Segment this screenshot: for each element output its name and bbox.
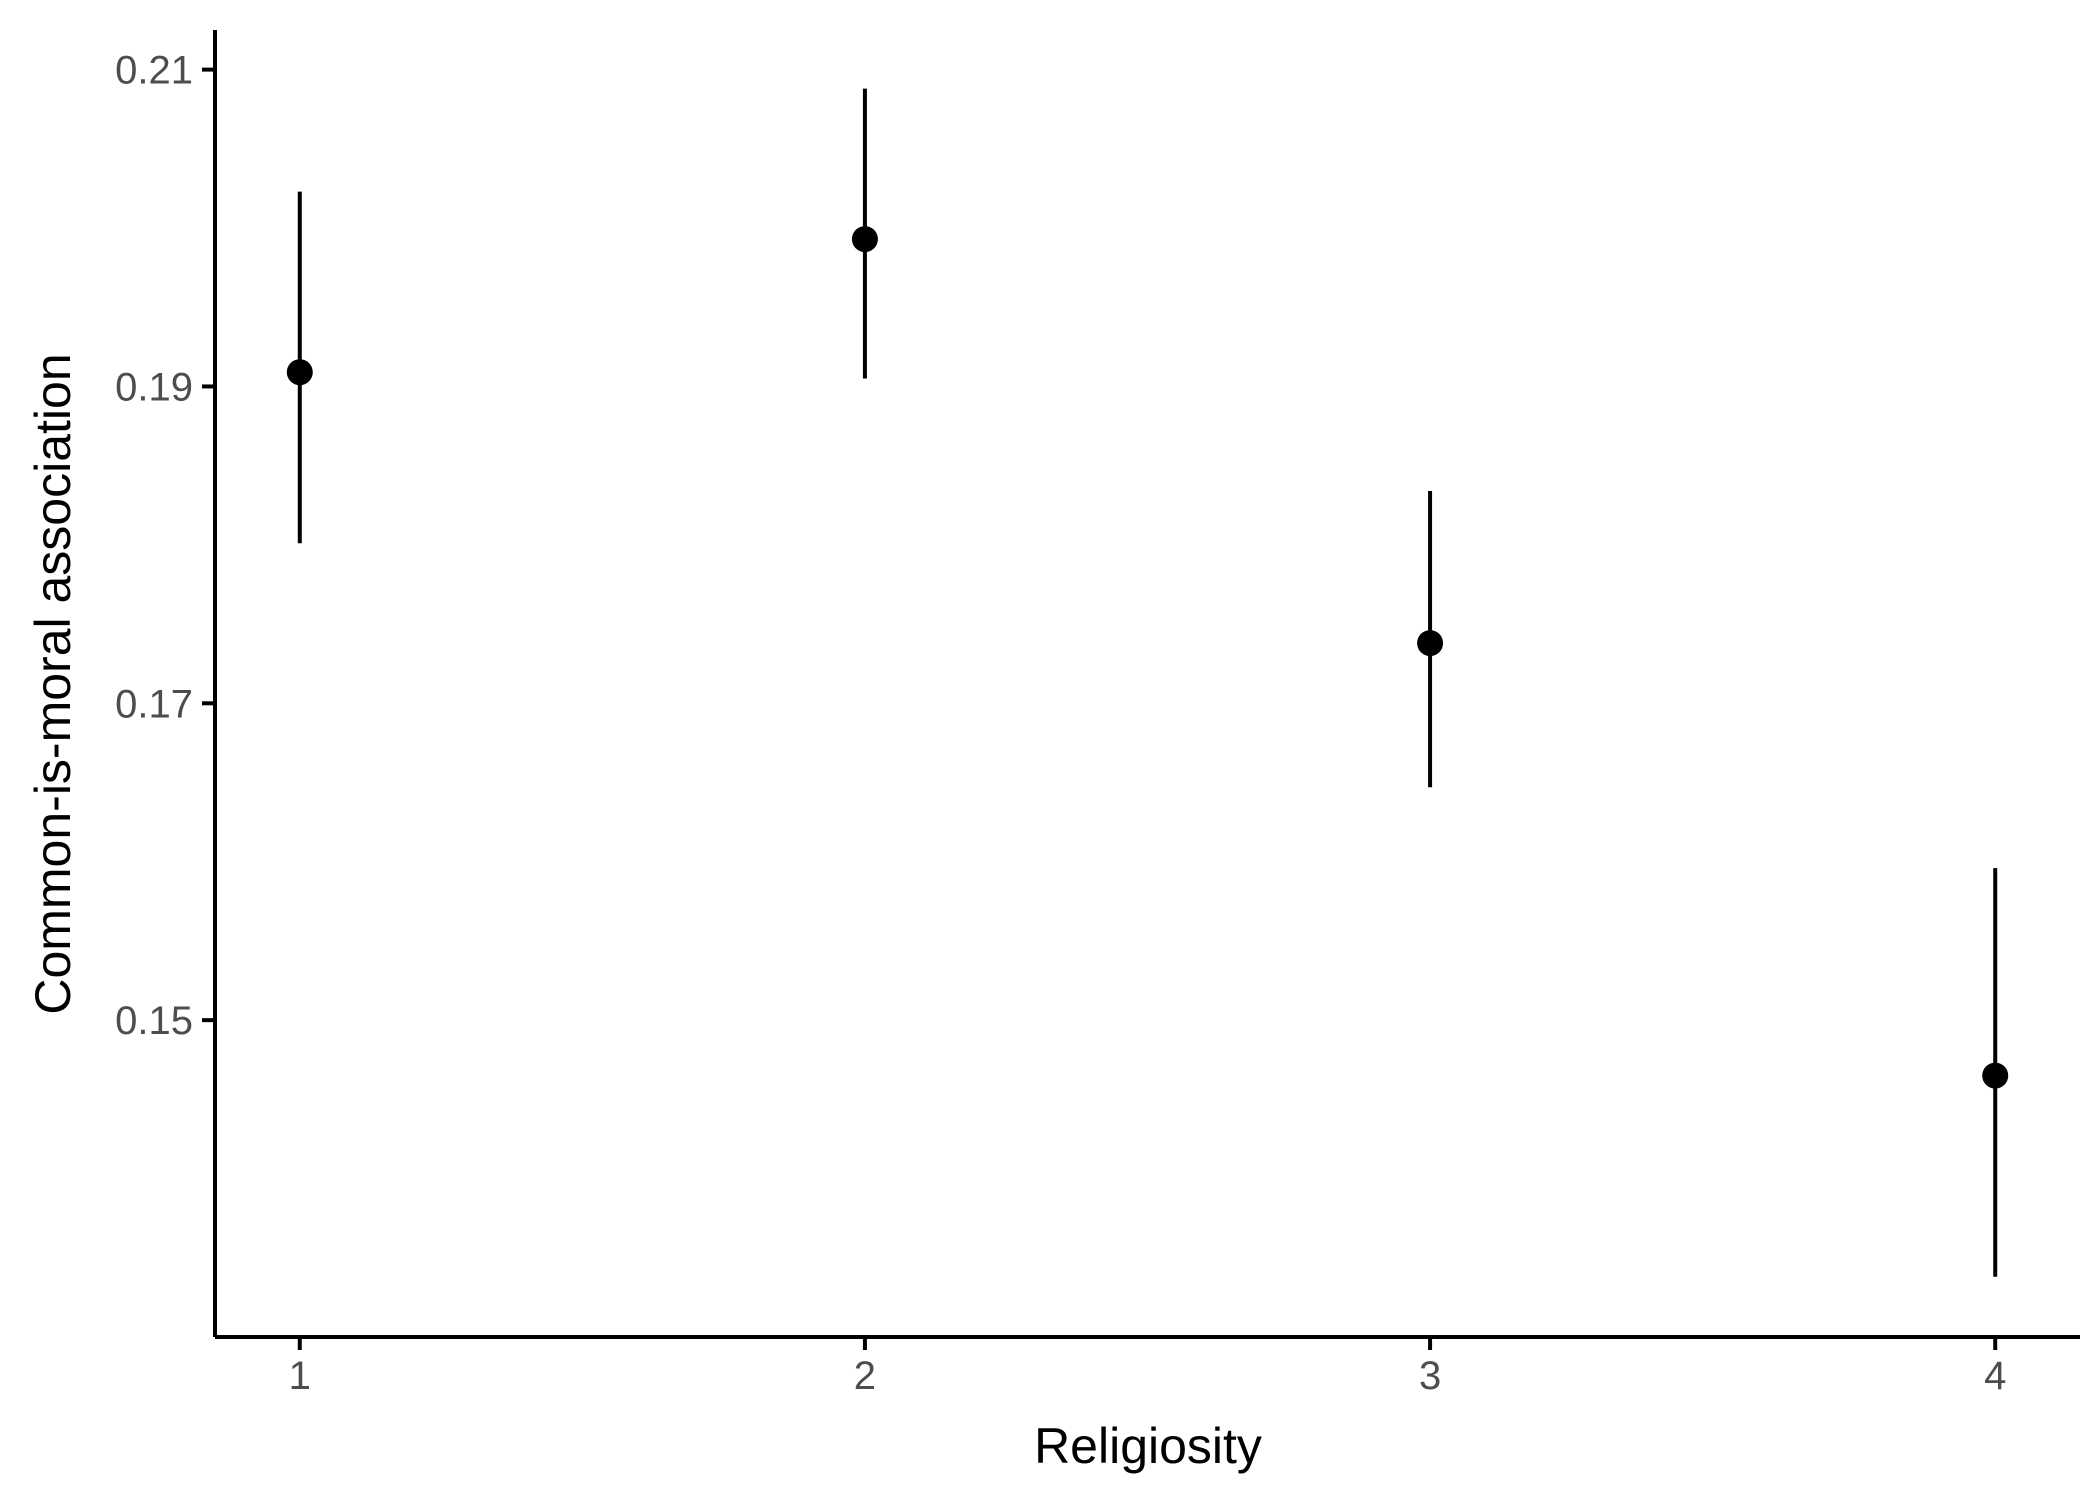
x-tick-label: 2 [854, 1354, 876, 1398]
data-point [286, 359, 313, 386]
data-point [1417, 630, 1444, 657]
y-axis-title: Common-is-moral association [25, 353, 81, 1014]
y-tick-label: 0.17 [115, 682, 193, 726]
x-tick-label: 3 [1419, 1354, 1441, 1398]
data-point [1982, 1062, 2009, 1089]
y-tick-label: 0.15 [115, 999, 193, 1043]
data-point [851, 226, 878, 253]
x-axis-title: Religiosity [1034, 1418, 1262, 1474]
x-tick-label: 1 [289, 1354, 311, 1398]
x-tick-label: 4 [1984, 1354, 2006, 1398]
y-tick-label: 0.19 [115, 365, 193, 409]
y-tick-label: 0.21 [115, 49, 193, 93]
